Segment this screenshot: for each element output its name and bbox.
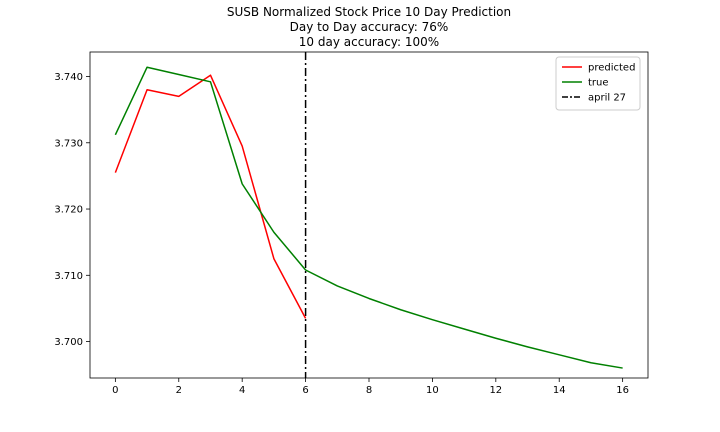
x-tick-label: 12	[489, 385, 502, 396]
y-tick-label: 3.710	[54, 271, 83, 282]
chart-title-line-2: Day to Day accuracy: 76%	[290, 20, 449, 34]
x-tick-label: 10	[426, 385, 439, 396]
chart-title-line-3: 10 day accuracy: 100%	[299, 35, 439, 49]
x-tick-label: 2	[176, 385, 182, 396]
x-tick-label: 0	[112, 385, 118, 396]
y-tick-label: 3.700	[54, 337, 83, 348]
legend-label: true	[588, 78, 609, 89]
data-series	[114, 66, 623, 369]
x-tick-label: 14	[553, 385, 566, 396]
x-tick-label: 8	[366, 385, 372, 396]
y-tick-label: 3.720	[54, 205, 83, 216]
x-tick-label: 6	[302, 385, 308, 396]
x-tick-label: 4	[239, 385, 245, 396]
x-tick-label: 16	[616, 385, 629, 396]
chart-title-line-1: SUSB Normalized Stock Price 10 Day Predi…	[227, 5, 511, 19]
y-tick-label: 3.730	[54, 138, 83, 149]
chart-title: SUSB Normalized Stock Price 10 Day Predi…	[227, 5, 511, 49]
series-line-predicted	[114, 74, 307, 319]
legend-label: april 27	[588, 93, 626, 104]
y-axis: 3.700 3.710 3.720 3.730 3.740	[54, 72, 90, 348]
series-line-true	[114, 66, 623, 369]
legend: predicted true april 27	[555, 56, 641, 111]
x-axis: 0 2 4 6 8 10 12 14 16	[112, 378, 629, 396]
y-tick-label: 3.740	[54, 72, 83, 83]
legend-label: predicted	[588, 63, 635, 74]
